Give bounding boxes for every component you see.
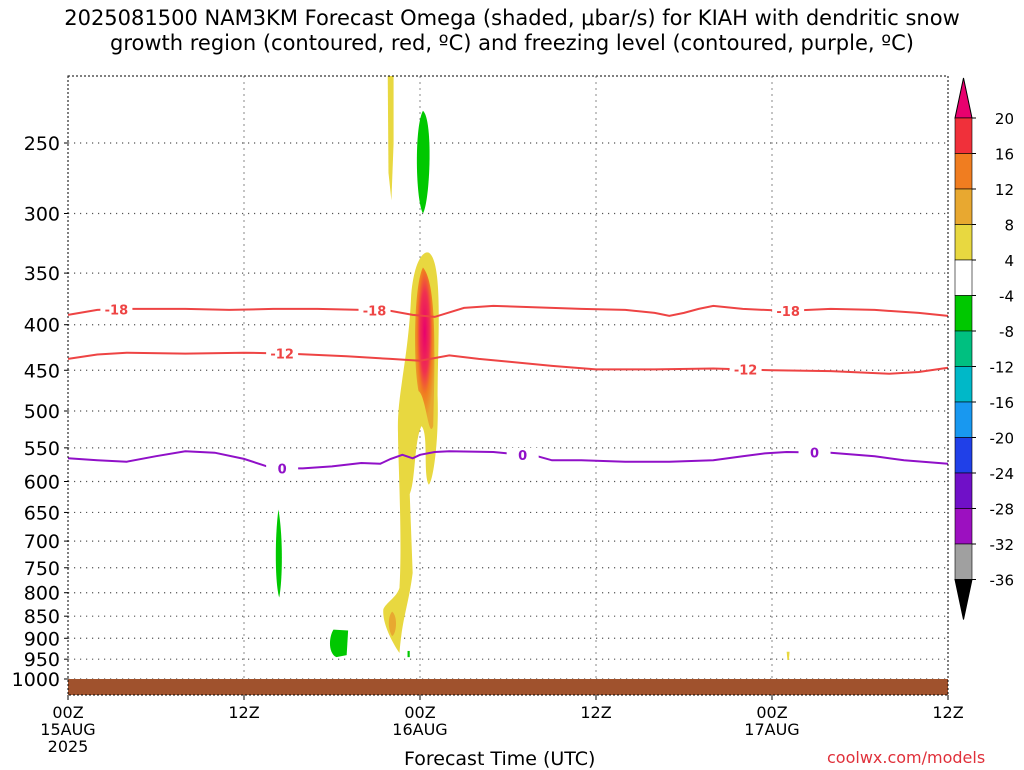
y-tick-label: 850 <box>24 606 60 628</box>
contour-label-bg <box>358 303 391 318</box>
colorbar-box <box>954 437 973 474</box>
y-axis-pressure: 2503003504004505005506006507007508008509… <box>12 133 68 691</box>
plot-frame <box>67 75 949 696</box>
title-line-2: growth region (contoured, red, ºC) and f… <box>110 31 914 55</box>
contour-label: -18 <box>363 304 387 319</box>
title-line-1: 2025081500 NAM3KM Forecast Omega (shaded… <box>64 6 960 30</box>
colorbar-label: -16 <box>990 394 1015 412</box>
y-tick-label: 350 <box>24 263 60 285</box>
omega-shading <box>275 76 790 660</box>
x-axis-label: Forecast Time (UTC) <box>404 748 596 770</box>
y-tick-label: 800 <box>24 583 60 605</box>
colorbar-box <box>954 401 973 438</box>
omega-region-tiny-yellow <box>786 651 790 660</box>
colorbar-box <box>954 117 973 154</box>
colorbar-label: 16 <box>995 146 1014 164</box>
y-tick-label: 400 <box>24 315 60 337</box>
y-tick-label: 750 <box>24 558 60 580</box>
contour-label-bg <box>266 461 299 476</box>
contour-label-bg <box>100 302 133 317</box>
contour-label-bg <box>729 362 762 377</box>
colorbar-label: 4 <box>1004 252 1014 270</box>
contour-label: 0 <box>810 446 819 461</box>
contour-label: 0 <box>278 462 287 477</box>
ground-surface-bar <box>68 679 948 695</box>
colorbar-box <box>954 224 973 261</box>
contour-label: -12 <box>270 347 294 362</box>
contour-line-0 <box>67 304 949 318</box>
colorbar-top-arrow <box>954 77 973 119</box>
colorbar-box <box>954 188 973 225</box>
x-tick-label: 12Z <box>580 703 611 722</box>
y-tick-label: 700 <box>24 531 60 553</box>
x-tick-date: 17AUG <box>744 720 799 739</box>
x-tick-date: 15AUG <box>40 720 95 739</box>
omega-region-tiny-green <box>407 650 410 658</box>
contour-label: -18 <box>105 303 129 318</box>
contour-line-1 <box>67 351 949 375</box>
colorbar-box <box>954 508 973 545</box>
chart-title: 2025081500 NAM3KM Forecast Omega (shaded… <box>0 6 1024 56</box>
y-tick-label: 300 <box>24 203 60 225</box>
contour-label-bg <box>772 303 805 318</box>
colorbar-bottom-arrow <box>954 579 973 620</box>
x-tick-date: 16AUG <box>392 720 447 739</box>
colorbar-label: -12 <box>990 359 1015 377</box>
colorbar-box <box>954 330 973 367</box>
colorbar-label: 8 <box>1004 217 1014 235</box>
colorbar-label: -4 <box>999 288 1014 306</box>
x-tick-label: 12Z <box>932 703 963 722</box>
y-tick-label: 600 <box>24 471 60 493</box>
colorbar-box <box>954 259 973 296</box>
colorbar-box <box>954 543 973 580</box>
omega-region-mid-green <box>275 509 282 598</box>
x-tick-label: 00Z <box>52 703 83 722</box>
x-tick-label: 00Z <box>756 703 787 722</box>
colorbar-box <box>954 295 973 332</box>
colorbar-box <box>954 366 973 403</box>
colorbar-label: -32 <box>990 536 1015 554</box>
y-tick-label: 650 <box>24 502 60 524</box>
colorbar-label: -20 <box>990 430 1015 448</box>
omega-region-core <box>415 267 435 430</box>
contour-label: 0 <box>518 449 527 464</box>
colorbar-box <box>954 472 973 509</box>
colorbar-label: -36 <box>990 572 1015 590</box>
contour-label: -12 <box>734 363 758 378</box>
colorbar-label: -8 <box>999 323 1014 341</box>
colorbar-label: -28 <box>990 501 1015 519</box>
colorbar-box <box>954 153 973 190</box>
colorbar-label: -24 <box>990 465 1015 483</box>
colorbar-label: 12 <box>995 181 1014 199</box>
colorbar: 20 16 12 8 4 -4 -8 -12 -16 -20 -24 -28 -32 -36 <box>954 77 1015 620</box>
y-tick-label: 1000 <box>12 669 60 691</box>
x-tick-label: 00Z <box>404 703 435 722</box>
y-tick-label: 450 <box>24 360 60 382</box>
omega-region-low-green <box>329 629 349 658</box>
contour-label-bg <box>506 447 539 462</box>
y-tick-label: 900 <box>24 628 60 650</box>
y-tick-label: 500 <box>24 401 60 423</box>
y-tick-label: 550 <box>24 438 60 460</box>
contour-label: -18 <box>776 305 800 320</box>
omega-region-upper-green <box>416 110 430 214</box>
x-tick-year: 2025 <box>48 737 89 756</box>
grid-lines <box>68 76 948 695</box>
colorbar-label: 20 <box>995 110 1014 128</box>
temperature-contours: -18 -18 -18 -12 -12 0 0 0 <box>67 302 949 477</box>
contour-label-bg <box>798 445 831 460</box>
contour-label-bg <box>266 346 299 361</box>
y-tick-label: 250 <box>24 133 60 155</box>
omega-region-low-orange <box>388 611 397 637</box>
y-tick-label: 950 <box>24 649 60 671</box>
contour-line-2 <box>67 450 949 470</box>
omega-region-upper-yellow <box>387 76 394 201</box>
credit-link[interactable]: coolwx.com/models <box>827 748 986 767</box>
x-tick-label: 12Z <box>228 703 259 722</box>
